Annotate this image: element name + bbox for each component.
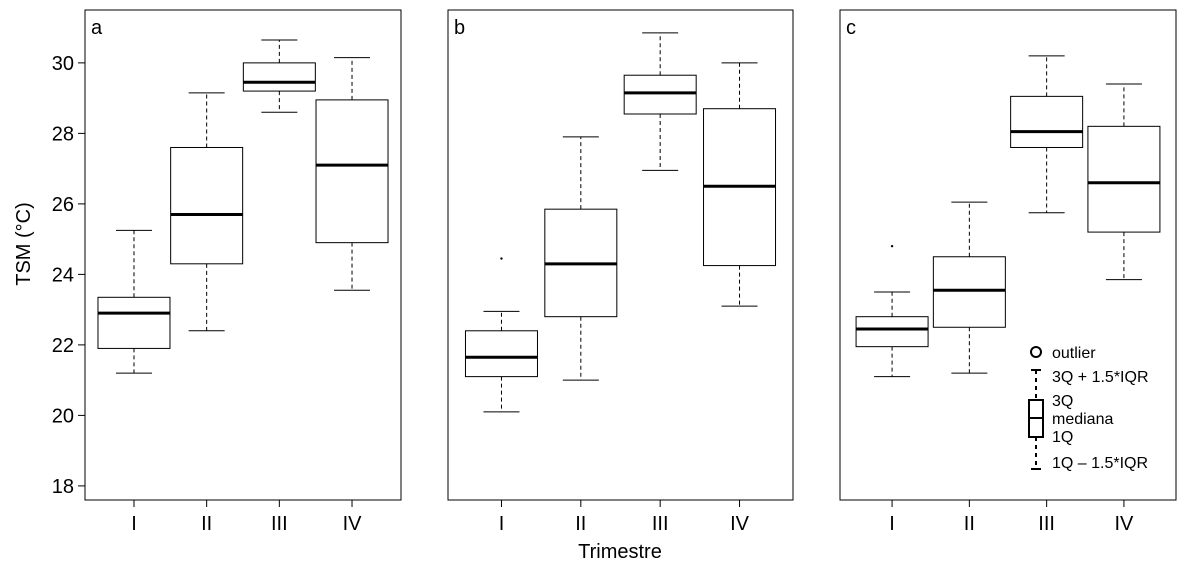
- x-tick-label-a-I: I: [131, 513, 137, 535]
- y-axis: 18 20 22 24 26 28 30: [52, 53, 85, 498]
- legend-outlier-symbol: [1030, 346, 1042, 358]
- legend-outlier-label: outlier: [1052, 345, 1096, 362]
- box-b-III: [623, 32, 697, 171]
- panel-a: aI II III IV: [84, 9, 402, 535]
- box-c-IV: [1087, 83, 1161, 281]
- box-a-IV: [315, 57, 389, 291]
- legend-upper-whisker-label: 3Q + 1.5*IQR: [1052, 369, 1149, 386]
- iqr-box: [315, 99, 389, 244]
- x-tick-label-b-III: III: [652, 513, 669, 535]
- panel-frame-b: [447, 9, 794, 501]
- y-tick-label-18: 18: [52, 476, 74, 498]
- x-tick-label-b-II: II: [575, 513, 586, 535]
- iqr-box: [623, 74, 697, 115]
- iqr-box: [1010, 95, 1084, 148]
- panel-label-a: a: [91, 17, 103, 39]
- y-tick-label-22: 22: [52, 335, 74, 357]
- x-axis-title: Trimestre: [578, 541, 662, 563]
- legend-median-label: mediana: [1052, 411, 1113, 428]
- y-tick-label-24: 24: [52, 264, 74, 286]
- y-tick-label-20: 20: [52, 405, 74, 427]
- box-a-III: [242, 39, 316, 113]
- box-a-I: [97, 229, 171, 374]
- box-b-I: [464, 257, 538, 413]
- y-tick-label-26: 26: [52, 194, 74, 216]
- box-c-II: [932, 201, 1006, 374]
- iqr-box: [242, 62, 316, 92]
- legend-lower-whisker-label: 1Q – 1.5*IQR: [1052, 455, 1148, 472]
- outlier-point: [890, 244, 894, 248]
- x-tick-label-a-III: III: [271, 513, 288, 535]
- x-tick-label-c-IV: IV: [1114, 513, 1134, 535]
- iqr-box: [97, 296, 171, 349]
- box-a-II: [170, 92, 244, 332]
- x-tick-label-c-III: III: [1038, 513, 1055, 535]
- legend: outlier 3Q + 1.5*IQR 3Q mediana 1Q 1Q – …: [1028, 345, 1149, 472]
- box-b-II: [544, 136, 618, 381]
- panel-label-c: c: [846, 17, 856, 39]
- box-b-IV: [703, 62, 777, 307]
- panel-b: bI II III IV: [447, 9, 794, 535]
- iqr-box: [170, 146, 244, 265]
- box-c-III: [1010, 55, 1084, 214]
- iqr-box: [855, 316, 929, 348]
- x-tick-label-b-IV: IV: [730, 513, 750, 535]
- legend-q1-label: 1Q: [1052, 429, 1073, 446]
- panel-frame-c: [839, 9, 1177, 501]
- panel-label-b: b: [454, 17, 465, 39]
- y-tick-label-30: 30: [52, 53, 74, 75]
- box-c-I: [855, 244, 929, 378]
- outlier-point: [500, 257, 503, 260]
- x-tick-label-c-II: II: [964, 513, 975, 535]
- x-tick-label-a-IV: IV: [343, 513, 363, 535]
- x-tick-label-c-I: I: [889, 513, 895, 535]
- x-tick-label-b-I: I: [499, 513, 505, 535]
- y-axis-title: TSM (°C): [13, 202, 35, 286]
- panel-c: cI II III IV: [839, 9, 1177, 535]
- legend-q3-label: 3Q: [1052, 393, 1073, 410]
- panel-frame-a: [84, 9, 402, 501]
- iqr-box: [932, 256, 1006, 328]
- iqr-box: [1087, 125, 1161, 233]
- iqr-box: [464, 330, 538, 378]
- y-tick-label-28: 28: [52, 123, 74, 145]
- x-tick-label-a-II: II: [201, 513, 212, 535]
